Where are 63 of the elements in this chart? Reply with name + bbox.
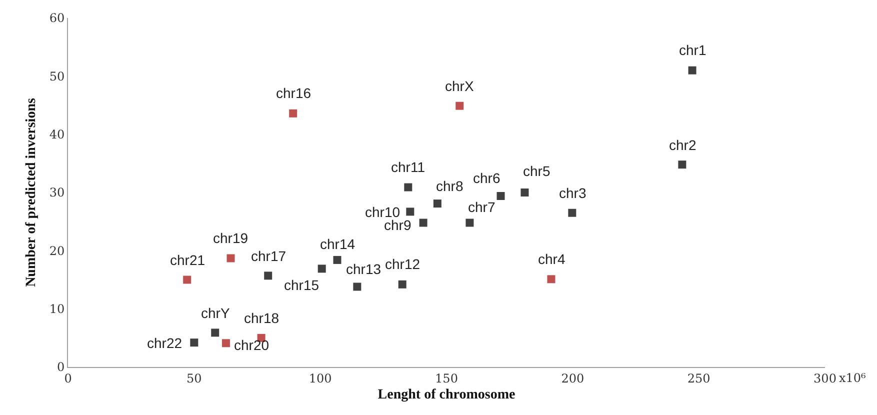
point — [222, 339, 230, 348]
x-tick-label: 200 — [561, 371, 584, 386]
x-tick-label: 250 — [687, 371, 710, 386]
x-tick-label: 300 — [814, 371, 836, 386]
y-tick-label: 60 — [49, 11, 65, 26]
point — [353, 282, 362, 291]
point — [183, 276, 192, 284]
point — [190, 338, 198, 347]
point — [226, 254, 235, 262]
annotation: chr11 — [391, 159, 426, 175]
point — [419, 218, 428, 227]
annotation: chr21 — [170, 252, 206, 268]
point — [398, 280, 406, 288]
annotation: chr5 — [523, 163, 550, 179]
x-tick-label: 100 — [308, 371, 332, 386]
point — [466, 218, 474, 227]
point — [688, 66, 696, 74]
point — [289, 109, 298, 118]
y-tick-label: 0 — [56, 360, 65, 374]
point — [433, 200, 442, 208]
annotation: chr12 — [385, 256, 420, 272]
y-tick-label: 30 — [49, 186, 65, 200]
y-axis-title: Number of predicted inversions — [24, 98, 39, 287]
annotation: chr6 — [473, 170, 500, 186]
annotation: chr18 — [244, 310, 280, 326]
annotation: chr22 — [147, 335, 182, 351]
annotation: chr19 — [213, 230, 248, 246]
annotation: chr2 — [669, 137, 696, 153]
point — [404, 183, 412, 192]
point — [496, 192, 505, 200]
annotation: chr15 — [284, 277, 320, 293]
annotation: chr17 — [251, 248, 286, 264]
annotation: chr7 — [468, 199, 496, 215]
point — [264, 272, 272, 280]
point — [678, 160, 686, 169]
point — [318, 264, 326, 273]
annotation: chrY — [201, 305, 230, 321]
x-tick-label: 50 — [186, 371, 202, 386]
point — [547, 275, 556, 284]
y-tick-label: 10 — [49, 302, 65, 316]
annotation: chr4 — [538, 251, 566, 267]
annotation: chr10 — [365, 204, 400, 220]
point — [456, 102, 464, 110]
point — [406, 208, 414, 216]
annotation: chr8 — [436, 178, 464, 194]
point — [211, 328, 220, 337]
point — [333, 256, 342, 264]
point — [520, 188, 529, 196]
annotation: chr14 — [320, 236, 356, 252]
annotation: chr16 — [276, 85, 312, 101]
annotation: chr9 — [384, 217, 412, 233]
text: x10⁶ — [839, 371, 866, 385]
annotation: chr3 — [559, 185, 586, 201]
annotation: chr13 — [346, 261, 382, 277]
annotation: chr20 — [234, 337, 270, 353]
annotation: chrX — [445, 78, 474, 94]
y-tick-label: 20 — [49, 244, 65, 258]
y-tick-label: 50 — [49, 69, 65, 84]
annotation: chr1 — [679, 42, 706, 58]
point — [568, 208, 576, 217]
x-axis-title: Lenght of chromosome — [378, 388, 516, 403]
y-tick-label: 40 — [49, 128, 65, 142]
x-tick-label: 150 — [435, 371, 458, 386]
